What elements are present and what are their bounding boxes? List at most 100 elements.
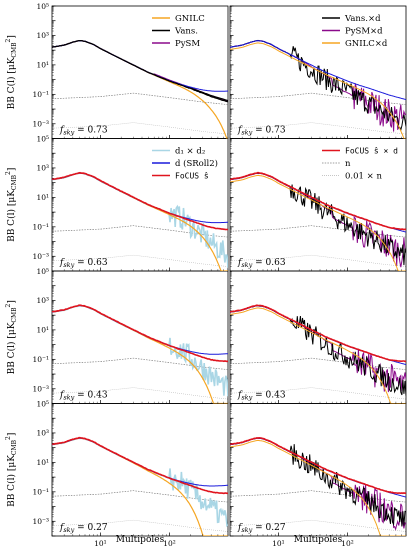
vans-x-d-line [230,305,406,396]
gnilc-line [52,304,228,404]
x-axis-label-right: Multipoles [294,535,343,545]
legend-label: n [345,159,351,169]
vans-line [52,39,228,102]
fsky-label: fsky = 0.27 [237,523,286,534]
panel-frame [51,5,229,139]
d-sroll2-line [52,172,228,224]
fsky-label: fsky = 0.63 [237,258,286,269]
legend-label: d (SRoll2) [175,158,218,169]
y-tick-label: 10³ [36,31,49,40]
y-tick-label: 10¹ [36,193,49,202]
x-tick-label: 10² [341,539,354,548]
gnilc-x-d-line [230,42,406,139]
panel-frame [229,403,407,537]
axis-labels: Multipoles Multipoles [116,535,343,545]
y-tick-label: 10⁻³ [32,385,49,394]
d-ref-line [230,172,406,233]
series-curves [52,39,406,536]
y-axis-label: BB C(l) [μKCMB2] [5,433,18,507]
noise-0.01n-line [230,254,406,267]
y-tick-label: 10⁻³ [32,120,49,129]
noise-0.01n-line [230,387,406,400]
pysm-x-d-line [230,172,406,268]
d-ref-line [230,40,406,101]
fsky-label: fsky = 0.73 [237,126,286,137]
focus-s-x-d-line [230,304,406,363]
legend-label: d₁ × d₂ [175,147,205,157]
panel-frame [51,270,229,404]
legend-label: GNILC [175,14,205,24]
focus-s-line [52,171,228,231]
panel-frame [51,403,229,537]
y-tick-label: 10⁻¹ [32,223,49,232]
legend-label: FoCUS ŝ [175,171,209,181]
panel-frames [51,5,407,537]
noise-n-line [230,357,406,370]
pysm-x-d-line [230,39,406,132]
y-tick-label: 10⁵ [36,2,49,11]
pysm-x-d-line [230,437,406,531]
fsky-label: fsky = 0.43 [237,391,286,402]
legend-label: PySM×d [345,27,383,37]
y-tick-label: 10⁻¹ [32,355,49,364]
focus-s-line [52,436,228,495]
x-tick-label: 10¹ [272,539,285,548]
legend-label: GNILC×d [345,39,388,49]
panel-frame [229,270,407,404]
legends: GNILC Vans. PySM Vans.×d PySM×d GNILC×d d₁ × d… [152,14,398,182]
d1xd2-line [52,304,228,397]
noise-0.01n-line [230,519,406,532]
noise-0.01n-line [52,122,228,135]
noise-0.01n-line [52,519,228,532]
legend-label: Vans.×d [344,14,381,24]
vans-main-line [52,40,228,103]
y-tick-label: 10¹ [36,326,49,335]
y-axis-label: BB C(l) [μKCMB2] [5,300,18,374]
legend-label: PySM [175,39,200,49]
legend-label: Vans. [174,27,198,37]
axes-ticks: 10⁻³ 10⁻¹ 10¹ 10³ 10⁵ BB C(l) [μKCMB2] 10⁻³ 10⁻… [5,2,407,548]
gnilc-x-d-line [230,439,406,536]
y-tick-label: 10⁻¹ [32,488,49,497]
noise-0.01n-line [52,254,228,267]
y-tick-label: 10⁵ [36,399,49,408]
y-tick-label: 10¹ [36,458,49,467]
y-axis-label: BB C(l) [μKCMB2] [5,35,18,109]
fsky-label: fsky = 0.73 [59,126,108,137]
y-tick-label: 10⁵ [36,134,49,143]
y-tick-label: 10⁵ [36,267,49,276]
y-tick-label: 10⁻³ [32,252,49,261]
x-tick-label: 10² [163,539,176,548]
gnilc-x-d-line [230,174,406,271]
d-sroll2-line [52,437,228,487]
y-axis-label: BB C(l) [μKCMB2] [5,168,18,242]
legend-label: 0.01 × n [345,172,382,182]
legend-label: FoCUS ŝ × d [345,146,398,156]
gnilc-x-d-line [230,307,406,404]
noise-n-line [52,490,228,503]
y-tick-label: 10³ [36,429,49,438]
x-tick-label: 10¹ [94,539,107,548]
noise-0.01n-line [52,387,228,400]
y-tick-label: 10⁻¹ [32,90,49,99]
noise-0.01n-line [230,122,406,135]
y-tick-label: 10⁻³ [32,517,49,526]
gnilc-line [52,437,228,536]
y-tick-label: 10³ [36,296,49,305]
fsky-label: fsky = 0.43 [59,391,108,402]
focus-s-x-d-line [230,171,406,231]
panel-frame [229,138,407,272]
y-tick-label: 10¹ [36,61,49,70]
fsky-label: fsky = 0.27 [59,523,108,534]
focus-s-line [52,304,228,363]
d-sroll2-line [52,40,228,92]
x-axis-label-left: Multipoles [116,535,165,545]
fsky-label: fsky = 0.63 [59,258,108,269]
vans-x-d-line [230,172,406,266]
d1xd2-line [52,172,228,268]
d-sroll2-line [52,305,228,355]
noise-n-line [52,92,228,105]
y-tick-label: 10³ [36,164,49,173]
focus-s-x-d-line [230,436,406,495]
